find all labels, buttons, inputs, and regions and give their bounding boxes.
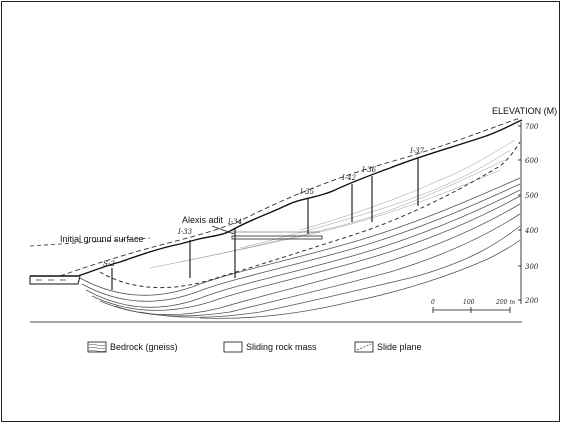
elevation-tick-500: 500 [525,192,539,200]
borehole-label-I-35: I-35 [299,188,315,196]
scale-bar [432,307,511,313]
ground-surface-line [30,119,523,277]
elevation-tick-200: 200 [524,297,539,305]
initial-ground-surface-left [29,237,151,247]
legend-item-sliding-mass: Sliding rock mass [223,341,317,353]
borehole-label-I-42: I-42 [341,174,357,182]
elevation-axis [518,122,522,304]
legend-label-bedrock: Bedrock (gneiss) [110,342,178,352]
scale-tick-100: 100 [463,299,475,306]
legend-item-slide-plane: Slide plane [354,341,422,353]
elevation-tick-600: 600 [525,157,539,165]
valley-floor [29,275,81,285]
boreholes [111,158,419,290]
scale-tick-200m: 200 m [495,299,515,306]
bedrock-swatch [87,341,107,353]
borehole-label-S-2: S-2 [103,260,115,268]
elevation-tick-700: 700 [525,123,539,131]
alexis-adit-label: Alexis adit [182,215,224,225]
bedrock-layer [79,177,521,319]
elevation-axis-title: ELEVATION (M) [492,106,557,116]
alexis-adit-tunnel [231,231,323,240]
initial-ground-surface-line [59,117,521,277]
initial-ground-surface-label: Initial ground surface [60,234,144,244]
borehole-label-I-33: I-33 [177,228,193,236]
scale-tick-0: 0 [431,299,435,306]
legend-label-slide-plane: Slide plane [377,342,422,352]
alexis-adit-pointer [211,225,235,235]
slide-plane-line [99,141,521,288]
borehole-label-I-37: I-37 [409,147,425,155]
elevation-tick-400: 400 [524,227,539,235]
elevation-tick-300: 300 [525,263,539,271]
legend-item-bedrock: Bedrock (gneiss) [87,341,178,353]
sliding-mass-swatch [223,341,243,353]
borehole-label-I-36: I-36 [361,166,377,174]
legend: Bedrock (gneiss) Sliding rock mass Slide… [87,341,422,353]
legend-label-sliding-mass: Sliding rock mass [246,342,317,352]
borehole-label-I-34: I-34 [227,218,242,226]
